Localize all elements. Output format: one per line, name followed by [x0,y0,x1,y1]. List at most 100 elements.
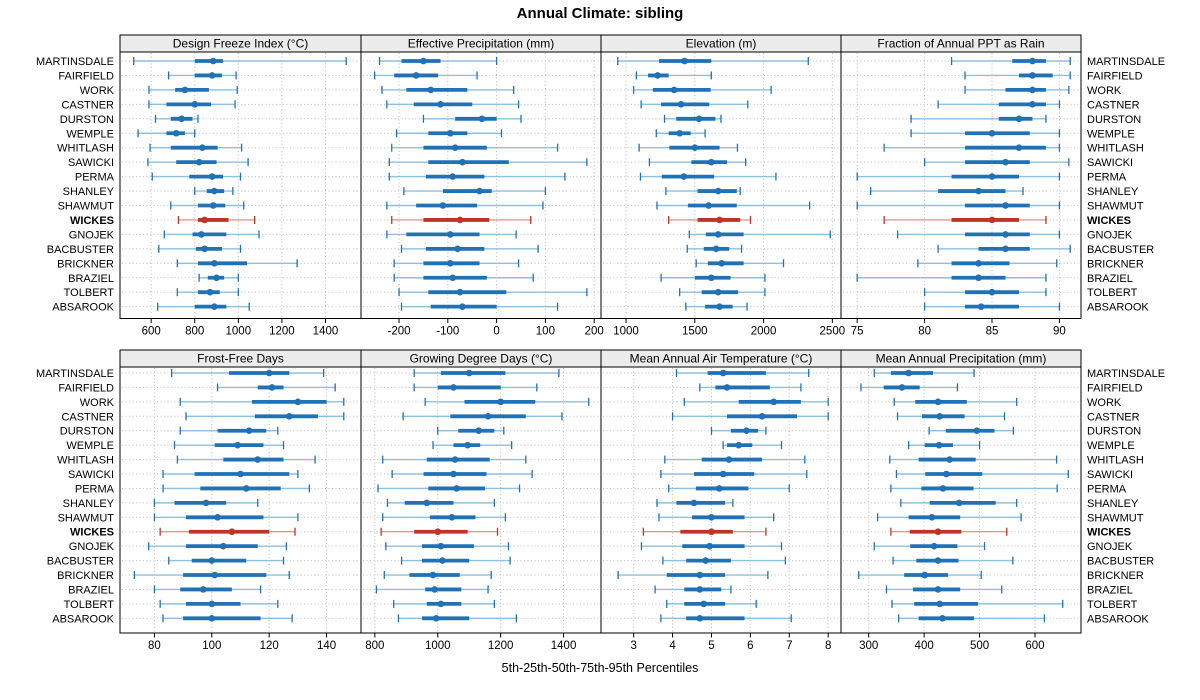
median-dot [706,542,713,550]
interval-shawmut [876,513,1022,522]
station-label-right-shawmut: SHAWMUT [1087,201,1144,213]
interval-wickes [668,215,752,224]
tick-label: 140 [317,640,336,652]
tick-label: 85 [986,326,999,338]
station-label-right-absarook: ABSAROOK [1087,613,1149,625]
interval-brickner [917,259,1058,268]
median-dot [714,187,722,195]
median-dot [676,129,683,137]
interval-whitlash [883,143,1061,152]
interval-brickner [393,259,520,268]
median-dot [178,115,185,123]
interval-whitlash [382,455,527,464]
median-dot [725,456,733,463]
interval-whitlash [391,143,559,152]
median-dot [1002,245,1009,253]
median-dot [437,101,444,108]
station-label-left-shanley: SHANLEY [63,498,115,510]
interval-tolbert [679,288,766,297]
median-dot [237,470,244,478]
median-dot [735,441,742,449]
tick-label: 5 [708,640,714,652]
interval-braziel [856,273,1047,282]
strip-title: Fraction of Annual PPT as Rain [877,37,1044,51]
tick-label: 500 [970,640,989,652]
median-dot [265,369,273,377]
median-dot [696,571,704,579]
tick-label: 100 [536,326,555,338]
median-dot [939,615,946,622]
interval-gnojek [386,230,517,239]
median-dot [708,514,715,521]
interval-durston [422,114,522,123]
interval-fairfield [374,71,478,80]
median-dot [234,441,241,449]
station-label-right-work: WORK [1087,85,1122,97]
interval-fairfield [964,71,1071,80]
tick-label: 90 [1053,326,1066,338]
station-label-left-durston: DURSTON [60,114,114,126]
station-labels-row1: MARTINSDALE MARTINSDALE FAIRFIELD FAIRFIELD… [36,56,1165,314]
median-dot [453,485,460,492]
interval-wemple [173,441,285,450]
interval-wemple [907,441,981,450]
median-dot [211,260,218,267]
interval-wickes [159,527,296,536]
interval-tolbert [923,288,1047,297]
interval-tolbert [176,288,239,297]
interval-tolbert [393,599,496,608]
station-label-left-fairfield: FAIRFIELD [58,382,114,394]
median-dot [465,369,473,377]
interval-work [424,397,590,406]
interval-absarook [660,614,792,623]
median-dot [905,369,912,377]
x-axis-design-freeze-index-c: 600 800 1000 1200 1400 [142,318,338,338]
median-dot [213,274,220,282]
median-dot [439,202,447,209]
station-label-left-castner: CASTNER [61,411,114,423]
tick-label: -100 [436,326,459,338]
interval-work [683,397,829,406]
station-label-right-castner: CASTNER [1087,411,1140,423]
interval-perma [856,172,1061,181]
median-dot [988,288,996,296]
interval-absarook [397,614,518,623]
interval-brickner [695,259,785,268]
interval-wemple [910,129,1061,138]
median-dot [211,571,218,579]
interval-bacbuster [686,244,743,253]
median-dot [955,499,963,507]
median-dot [1002,158,1009,166]
median-dot [930,542,938,550]
station-label-left-tolbert: TOLBERT [64,287,115,299]
station-label-left-wemple: WEMPLE [66,440,114,452]
interval-sawicki [147,158,249,167]
median-dot [1029,86,1036,94]
tick-label: 400 [915,640,934,652]
interval-work [632,85,772,94]
station-label-right-wemple: WEMPLE [1087,440,1135,452]
interval-bacbuster [168,556,285,565]
median-dot [939,485,947,492]
station-label-right-martinsdale: MARTINSDALE [1087,368,1165,380]
interval-shawmut [656,201,811,210]
median-dot [497,398,504,406]
interval-fairfield [635,71,712,80]
interval-bacbuster [892,556,1014,565]
median-dot [432,615,440,622]
median-dot [1029,101,1036,108]
median-dot [195,158,203,166]
interval-sawicki [391,470,533,479]
interval-sawicki [388,158,588,167]
strip-title: Growing Degree Days (°C) [410,352,553,366]
interval-brickner [176,259,298,268]
interval-absarook [157,302,250,311]
station-label-right-martinsdale: MARTINSDALE [1087,56,1165,68]
station-label-right-sawicki: SAWICKI [1087,157,1133,169]
median-dot [934,557,942,564]
median-dot [714,288,722,296]
station-label-right-castner: CASTNER [1087,99,1140,111]
median-dot [690,499,698,507]
interval-fairfield [167,71,237,80]
median-dot [708,274,715,282]
